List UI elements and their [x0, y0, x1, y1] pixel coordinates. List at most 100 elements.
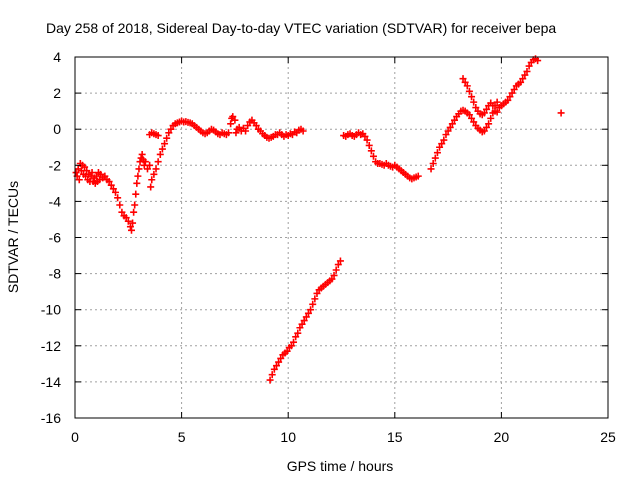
data-point	[519, 75, 527, 83]
data-point	[365, 141, 373, 149]
data-point	[97, 170, 105, 178]
data-point	[448, 120, 456, 128]
data-point	[109, 185, 117, 193]
y-tick-label: -6	[49, 230, 62, 246]
data-point	[158, 145, 166, 153]
data-point	[287, 342, 295, 350]
data-point	[470, 118, 478, 126]
data-point	[244, 122, 252, 130]
data-point	[292, 333, 300, 341]
data-point	[480, 127, 488, 135]
data-point	[440, 136, 448, 144]
grid	[75, 57, 608, 418]
data-point	[307, 306, 315, 314]
data-point	[461, 78, 469, 86]
data-point	[131, 201, 139, 209]
data-point	[521, 71, 529, 79]
data-point	[534, 57, 542, 65]
data-point	[88, 169, 96, 177]
data-point	[132, 190, 140, 198]
data-point	[557, 109, 565, 117]
data-point	[227, 120, 235, 128]
data-point	[75, 176, 83, 184]
data-point	[442, 131, 450, 139]
data-point	[485, 120, 493, 128]
data-point	[296, 324, 304, 332]
data-points	[72, 55, 565, 384]
data-point	[300, 317, 308, 325]
data-point	[112, 188, 120, 196]
data-point	[470, 98, 478, 106]
x-tick-label: 15	[387, 429, 403, 445]
y-tick-label: -4	[49, 193, 62, 209]
data-point	[334, 261, 342, 269]
data-point	[268, 371, 276, 379]
data-point	[328, 275, 336, 283]
data-point	[242, 127, 250, 135]
data-point	[156, 150, 164, 158]
data-point	[517, 78, 525, 86]
x-tick-label: 25	[600, 429, 616, 445]
data-point	[482, 123, 490, 131]
data-point	[122, 214, 130, 222]
data-point	[114, 194, 122, 202]
data-point	[298, 320, 306, 328]
data-point	[450, 116, 458, 124]
data-point	[143, 165, 151, 173]
data-point	[480, 109, 488, 117]
data-point	[229, 113, 237, 121]
y-tick-label: -10	[41, 302, 61, 318]
data-point	[433, 149, 441, 157]
data-point	[154, 132, 162, 140]
data-point	[429, 159, 437, 167]
data-point	[107, 181, 115, 189]
y-tick-label: 0	[53, 121, 61, 137]
data-point	[134, 172, 142, 180]
data-point	[146, 161, 154, 169]
data-point	[101, 172, 109, 180]
data-point	[508, 89, 516, 97]
x-axis-label: GPS time / hours	[287, 458, 394, 474]
data-point	[231, 116, 239, 124]
data-point	[283, 347, 291, 355]
data-point	[129, 219, 137, 227]
data-point	[465, 111, 473, 119]
data-point	[105, 178, 113, 186]
data-point	[431, 154, 439, 162]
data-point	[147, 183, 155, 191]
data-point	[138, 150, 146, 158]
data-point	[427, 165, 435, 173]
data-point	[161, 140, 169, 148]
data-point	[468, 93, 476, 101]
data-point	[414, 172, 422, 180]
data-point	[482, 105, 490, 113]
data-point	[523, 67, 531, 75]
data-point	[152, 165, 160, 173]
data-point	[302, 313, 310, 321]
data-point	[304, 309, 312, 317]
data-point	[438, 140, 446, 148]
x-tick-label: 5	[178, 429, 186, 445]
data-point	[525, 62, 533, 70]
data-point	[332, 266, 340, 274]
data-point	[167, 125, 175, 133]
data-point	[272, 362, 280, 370]
y-tick-label: -2	[49, 157, 62, 173]
x-tick-labels: 0 5 10 15 20 25	[71, 429, 616, 445]
data-point	[130, 208, 138, 216]
data-point	[277, 354, 285, 362]
data-point	[127, 226, 135, 234]
data-point	[163, 134, 171, 142]
data-point	[446, 123, 454, 131]
data-point	[135, 165, 143, 173]
y-tick-labels: -16 -14 -12 -10 -8 -6 -4 -2 0 2 4	[41, 49, 61, 426]
data-point	[361, 132, 369, 140]
y-tick-label: -16	[41, 410, 61, 426]
y-tick-label: -8	[49, 266, 62, 282]
data-point	[252, 122, 260, 130]
data-point	[510, 85, 518, 93]
data-point	[232, 129, 240, 137]
data-point	[299, 127, 307, 135]
data-point	[225, 129, 233, 137]
